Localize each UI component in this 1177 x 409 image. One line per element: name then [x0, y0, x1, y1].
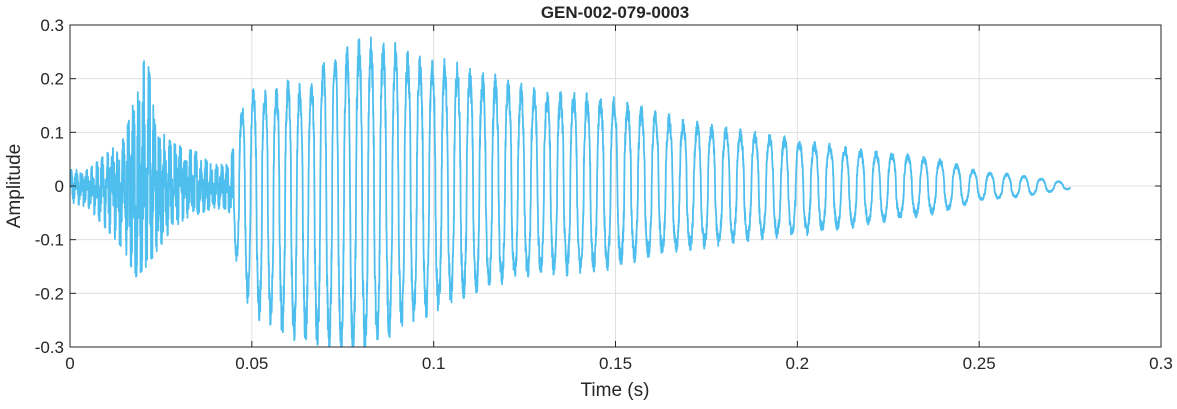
- y-tick-label: 0.1: [40, 123, 64, 142]
- x-tick-label: 0.05: [235, 354, 268, 373]
- x-axis-label: Time (s): [581, 380, 650, 401]
- x-tick-label: 0.1: [422, 354, 446, 373]
- axis-ticks: 0 0.05 0.1 0.15 0.2 0.25 0.3 -0.3 -0.2 -0.1 0 0.1 0.…: [35, 16, 1173, 373]
- x-tick-label: 0.25: [963, 354, 996, 373]
- x-tick-label: 0.15: [599, 354, 632, 373]
- y-tick-label: -0.2: [35, 284, 64, 303]
- y-tick-label: 0.2: [40, 70, 64, 89]
- x-tick-label: 0.2: [786, 354, 810, 373]
- y-tick-label: 0.3: [40, 16, 64, 35]
- y-tick-label: -0.1: [35, 231, 64, 250]
- chart-title: GEN-002-079-0003: [541, 3, 689, 22]
- x-tick-label: 0.3: [1149, 354, 1173, 373]
- y-tick-label: -0.3: [35, 338, 64, 357]
- x-tick-label: 0: [65, 354, 74, 373]
- y-axis-label: Amplitude: [4, 144, 25, 229]
- plot-area: [70, 36, 1071, 347]
- waveform-series-line: [70, 36, 1071, 347]
- y-tick-label: 0: [55, 177, 64, 196]
